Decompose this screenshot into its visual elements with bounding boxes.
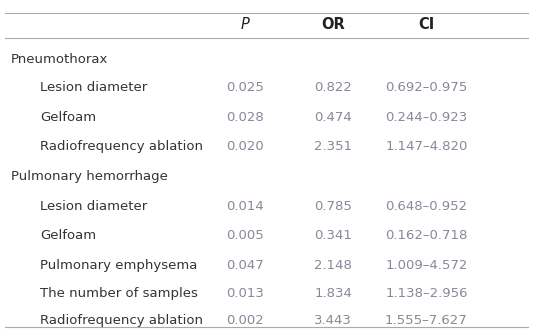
Text: 0.013: 0.013 <box>226 287 264 300</box>
Text: The number of samples: The number of samples <box>40 287 198 300</box>
Text: P: P <box>241 17 249 32</box>
Text: 0.025: 0.025 <box>226 81 264 94</box>
Text: Pneumothorax: Pneumothorax <box>11 53 108 66</box>
Text: 0.028: 0.028 <box>227 111 264 124</box>
Text: 1.555–7.627: 1.555–7.627 <box>385 314 468 327</box>
Text: CI: CI <box>418 17 434 32</box>
Text: Radiofrequency ablation: Radiofrequency ablation <box>40 314 203 327</box>
Text: Lesion diameter: Lesion diameter <box>40 200 147 213</box>
Text: 0.020: 0.020 <box>227 140 264 153</box>
Text: 0.005: 0.005 <box>227 229 264 243</box>
Text: 1.009–4.572: 1.009–4.572 <box>385 259 467 272</box>
Text: 3.443: 3.443 <box>314 314 352 327</box>
Text: 1.138–2.956: 1.138–2.956 <box>385 287 467 300</box>
Text: 0.162–0.718: 0.162–0.718 <box>385 229 467 243</box>
Text: 0.002: 0.002 <box>227 314 264 327</box>
Text: Radiofrequency ablation: Radiofrequency ablation <box>40 140 203 153</box>
Text: Pulmonary hemorrhage: Pulmonary hemorrhage <box>11 170 167 183</box>
Text: Pulmonary emphysema: Pulmonary emphysema <box>40 259 197 272</box>
Text: 0.047: 0.047 <box>227 259 264 272</box>
Text: 0.648–0.952: 0.648–0.952 <box>385 200 467 213</box>
Text: 2.148: 2.148 <box>314 259 352 272</box>
Text: Lesion diameter: Lesion diameter <box>40 81 147 94</box>
Text: 0.341: 0.341 <box>314 229 352 243</box>
Text: 2.351: 2.351 <box>314 140 352 153</box>
Text: OR: OR <box>321 17 345 32</box>
Text: 0.014: 0.014 <box>227 200 264 213</box>
Text: 0.692–0.975: 0.692–0.975 <box>385 81 467 94</box>
Text: 0.474: 0.474 <box>314 111 352 124</box>
Text: 0.785: 0.785 <box>314 200 352 213</box>
Text: 1.147–4.820: 1.147–4.820 <box>385 140 467 153</box>
Text: 0.822: 0.822 <box>314 81 352 94</box>
Text: Gelfoam: Gelfoam <box>40 229 96 243</box>
Text: 0.244–0.923: 0.244–0.923 <box>385 111 467 124</box>
Text: Gelfoam: Gelfoam <box>40 111 96 124</box>
Text: 1.834: 1.834 <box>314 287 352 300</box>
